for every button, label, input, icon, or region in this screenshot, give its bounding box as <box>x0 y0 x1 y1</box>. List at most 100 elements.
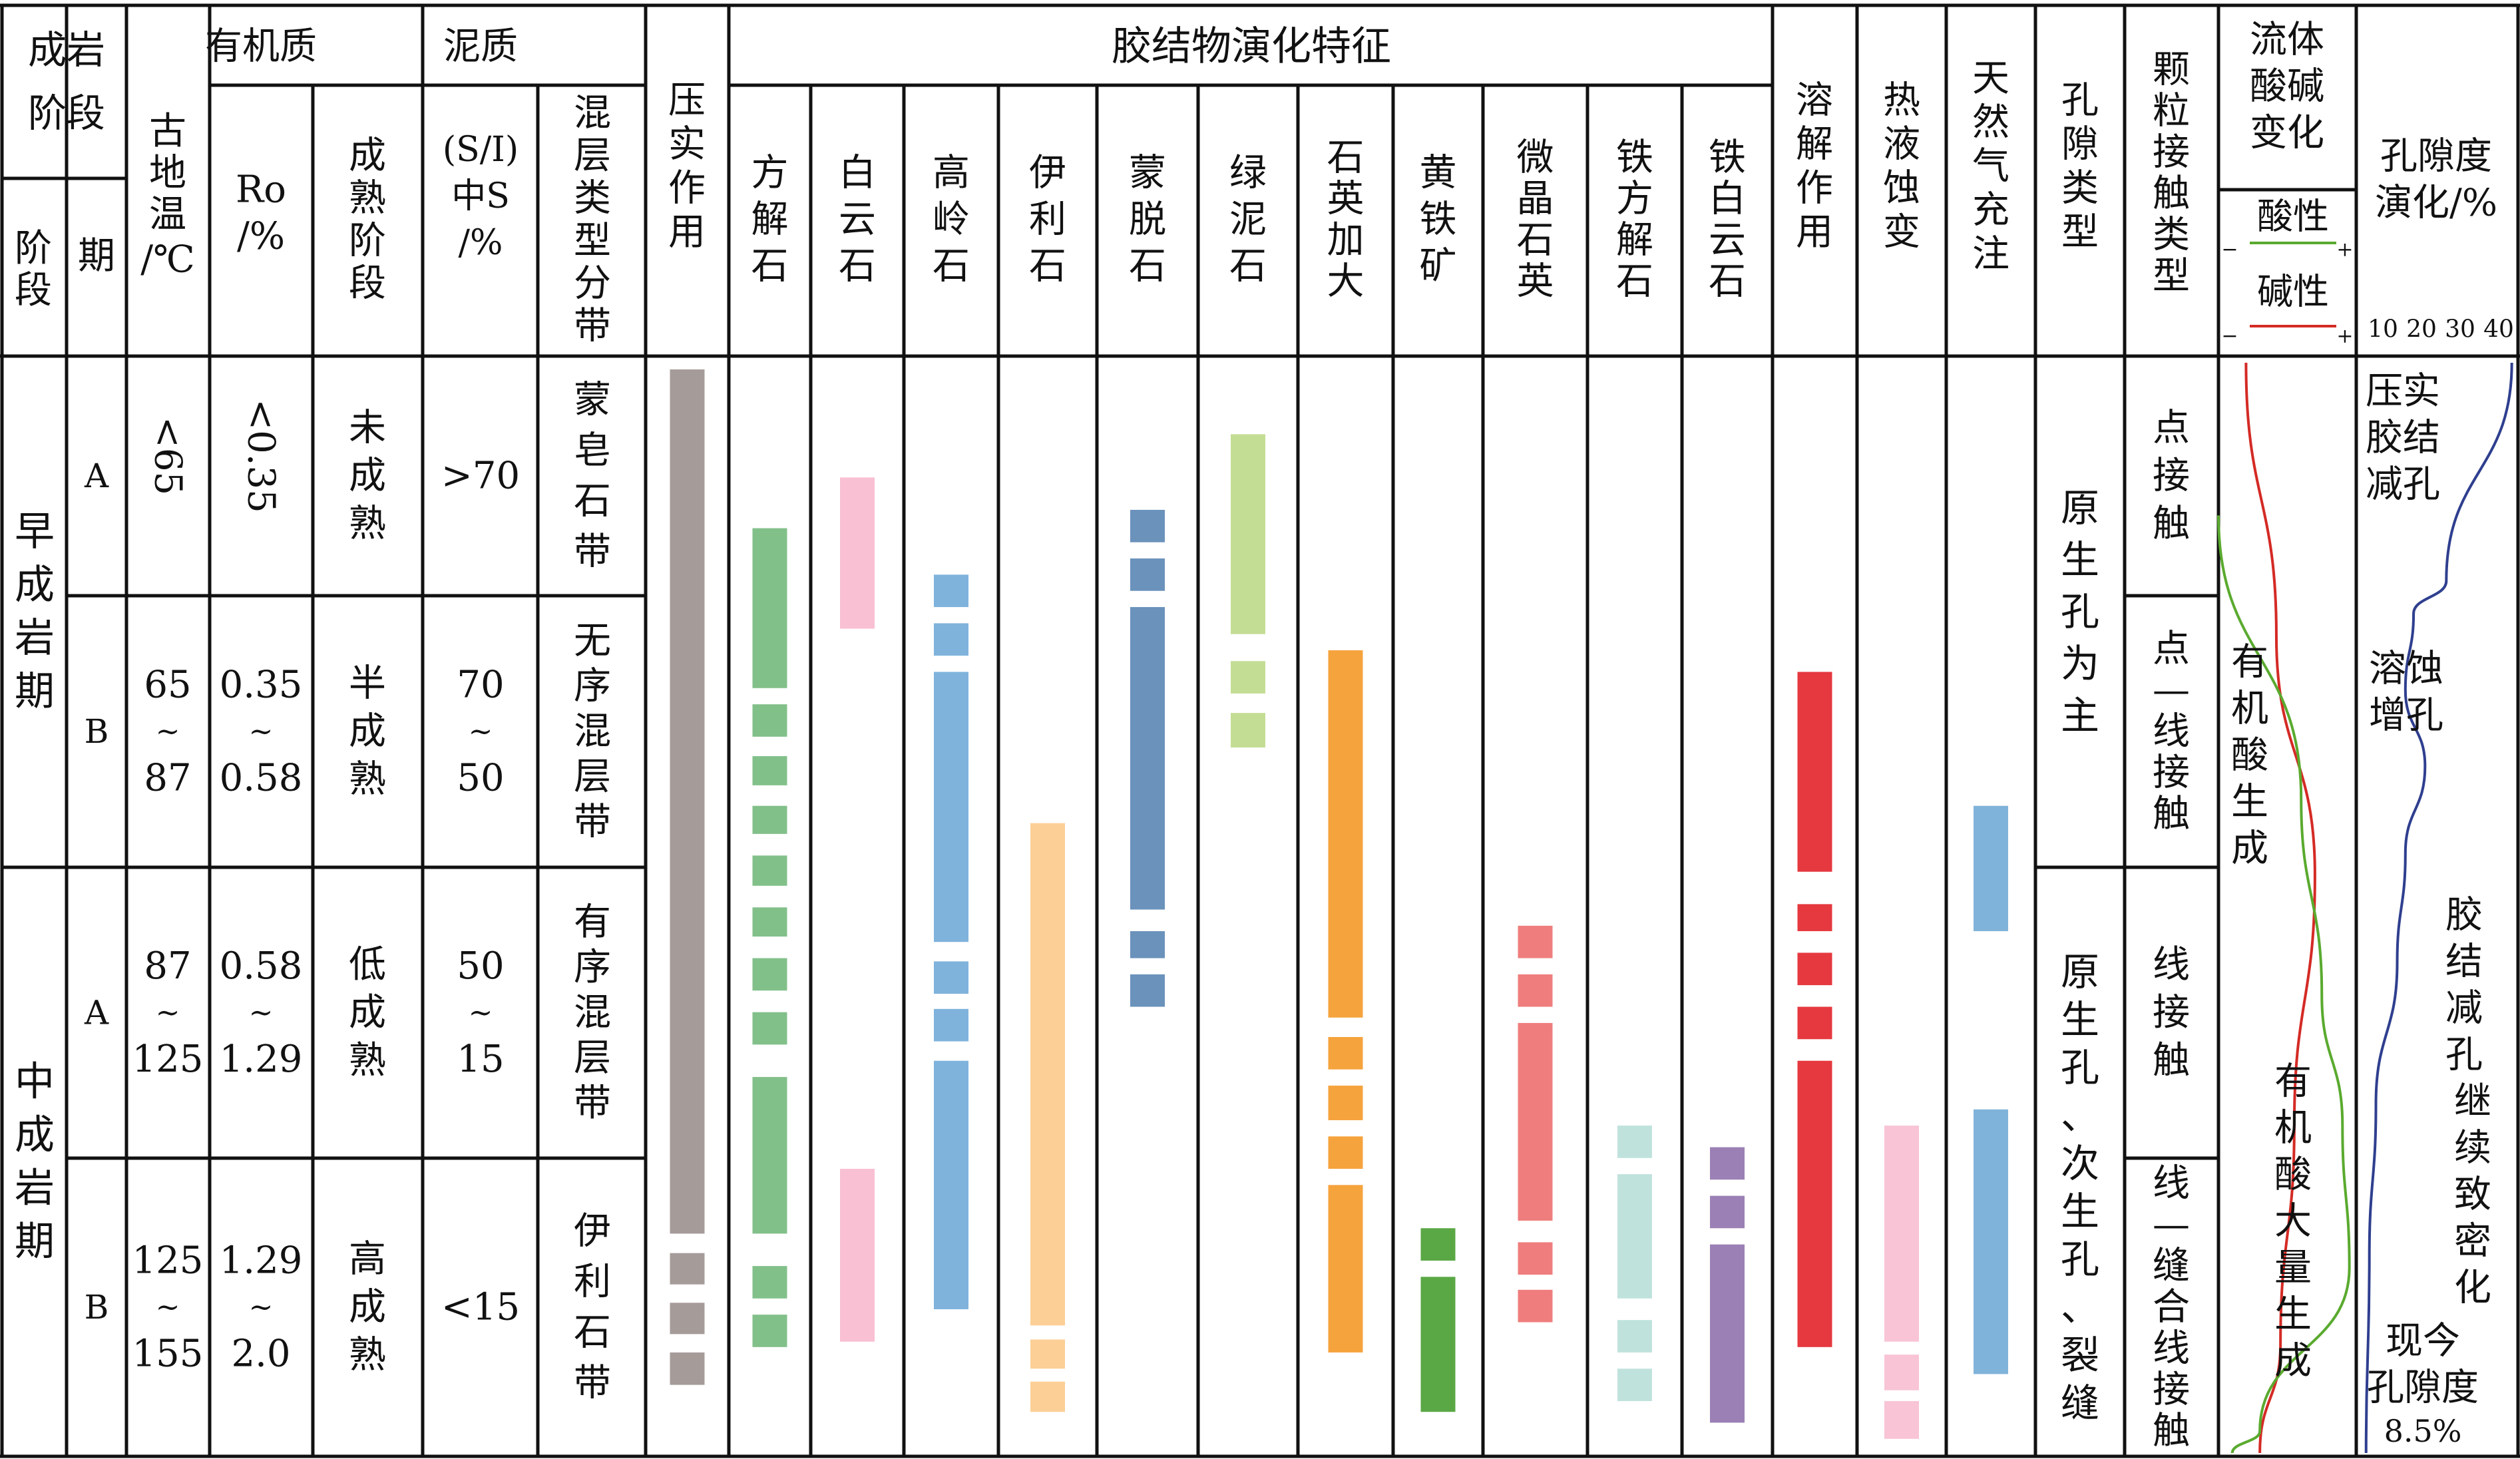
quartz-bar-segment <box>1328 1037 1363 1070</box>
illite-bar-segment <box>1030 1381 1065 1412</box>
table-text: 成岩阶段阶段期古地温/℃有机质Ro/%成熟阶段泥质(S/I)中S/%混层类型分带… <box>15 19 2514 1453</box>
pore-type-header: 孔隙类型 <box>2061 79 2099 254</box>
contact-value: 线接触 <box>2153 943 2190 1082</box>
porosity-header: 孔隙度 <box>2380 135 2492 178</box>
compaction-bar-segment <box>670 1352 705 1385</box>
cement-column-label: 微晶石英 <box>1517 136 1554 304</box>
temp-value: 125 <box>132 1239 204 1283</box>
calcite-bar-segment <box>752 756 787 785</box>
porosity-note: 孔隙度 <box>2367 1366 2479 1410</box>
ferrocalcite-bar-segment <box>1617 1174 1652 1299</box>
quartz-bar-segment <box>1328 1136 1363 1169</box>
montmorillonite-bar-segment <box>1130 931 1165 958</box>
ankerite-bar-segment <box>1710 1244 1745 1423</box>
temp-value: 87 <box>144 757 191 800</box>
period-label: A <box>84 994 109 1032</box>
illite-bar-segment <box>1030 1339 1065 1369</box>
gas-bar-segment <box>1974 805 2008 931</box>
cement-column-label: 铁方解石 <box>1616 136 1653 304</box>
cement-column-label: 方解石 <box>751 152 789 288</box>
ro-value: 1.29 <box>220 1239 303 1283</box>
porosity-note: 减孔 <box>2366 463 2440 507</box>
period-label: B <box>85 712 109 751</box>
ro-value: 0.58 <box>220 944 303 988</box>
cement-column-label: 白云石 <box>839 152 876 288</box>
temp-value: 65 <box>144 664 191 707</box>
fluid-legend-acid: 酸性 <box>2257 196 2329 238</box>
si-header: (S/I) <box>443 130 519 170</box>
fluid-note-organic-acid-mass: 有机酸大量生成 <box>2274 1060 2312 1383</box>
cement-column-label: 石英加大 <box>1327 136 1365 304</box>
montmorillonite-bar-segment <box>1130 607 1165 910</box>
si-value: <15 <box>441 1286 520 1329</box>
porosity-tick: 20 <box>2406 316 2437 343</box>
mixlayer-value: 蒙皂石带 <box>574 379 611 574</box>
hydrothermal-bar-segment <box>1884 1126 1919 1342</box>
fluid-legend-base: 碱性 <box>2257 271 2329 313</box>
acid-curve <box>2217 515 2351 1454</box>
kaolinite-bar-segment <box>934 574 968 608</box>
temp-value: 87 <box>144 944 191 988</box>
stage-group-header: 阶段 <box>28 91 105 136</box>
mixlayer-value: 有序混层带 <box>574 901 611 1125</box>
fluid-plus: + <box>2336 325 2353 348</box>
trend-curves <box>2217 362 2513 1454</box>
dissolution-bar-segment <box>1797 1060 1832 1347</box>
maturity-value: 高成熟 <box>349 1238 386 1377</box>
ferrocalcite-bar-segment <box>1617 1368 1652 1401</box>
contact-value: 点—线接触 <box>2153 628 2190 836</box>
porosity-tick: 40 <box>2483 316 2514 343</box>
microquartz-bar-segment <box>1518 925 1553 958</box>
ferrocalcite-bar-segment <box>1617 1320 1652 1353</box>
cement-column-label: 高岭石 <box>933 152 970 288</box>
hydrothermal-bar-segment <box>1884 1400 1919 1439</box>
fluid-note-organic-acid: 有机酸生成 <box>2231 641 2268 871</box>
stage-group-header: 成岩 <box>28 27 105 73</box>
microquartz-bar-segment <box>1518 1289 1553 1323</box>
calcite-bar-segment <box>752 704 787 737</box>
si-unit: /% <box>459 223 503 263</box>
cement-column-label: 蒙脱石 <box>1129 152 1166 288</box>
stage-name: 中成岩期 <box>15 1059 55 1265</box>
period-label: A <box>84 457 109 495</box>
ankerite-bar-segment <box>1710 1195 1745 1229</box>
alkaline-curve <box>2244 362 2316 1454</box>
porosity-tick: 10 <box>2368 316 2398 343</box>
compaction-bar-segment <box>670 369 705 1234</box>
porosity-note: 8.5% <box>2384 1413 2462 1449</box>
porosity-note: 继续致密化 <box>2454 1080 2491 1310</box>
porosity-note: 压实 <box>2366 370 2440 413</box>
maturity-value: 未成熟 <box>349 407 386 546</box>
calcite-bar-segment <box>752 1077 787 1234</box>
compaction-bar-segment <box>670 1253 705 1285</box>
calcite-bar-segment <box>752 855 787 886</box>
cement-bars <box>670 369 2008 1439</box>
kaolinite-bar-segment <box>934 623 968 656</box>
si-value: 15 <box>457 1038 504 1081</box>
cement-column-label: 黄铁矿 <box>1420 152 1457 288</box>
stage-header: 阶段 <box>15 227 52 312</box>
fluid-plus: + <box>2336 238 2353 262</box>
si-value: 50 <box>457 757 504 800</box>
calcite-bar-segment <box>752 958 787 991</box>
period-label: B <box>85 1288 109 1327</box>
table-grid <box>0 3 2520 1458</box>
gas-bar-segment <box>1974 1109 2008 1374</box>
chlorite-bar-segment <box>1231 713 1265 748</box>
maturity-header: 成熟阶段 <box>349 134 386 306</box>
pyrite-bar-segment <box>1420 1228 1456 1261</box>
hydrothermal-header: 热液蚀变 <box>1883 79 1920 254</box>
compaction-bar-segment <box>670 1303 705 1335</box>
stage-name: 早成岩期 <box>15 509 55 715</box>
porosity-note: 溶蚀 <box>2369 648 2443 691</box>
contact-header: 颗粒接触类型 <box>2153 49 2190 298</box>
ro-value: <0.35 <box>240 399 283 513</box>
maturity-value: 半成熟 <box>349 662 386 801</box>
calcite-bar-segment <box>752 805 787 834</box>
si-value: 70 <box>457 664 504 707</box>
organic-header: 有机质 <box>205 25 317 69</box>
fluid-header: 流体 <box>2250 19 2324 62</box>
gas-header: 天然气充注 <box>1972 57 2009 276</box>
porosity-note: 增孔 <box>2369 694 2443 737</box>
